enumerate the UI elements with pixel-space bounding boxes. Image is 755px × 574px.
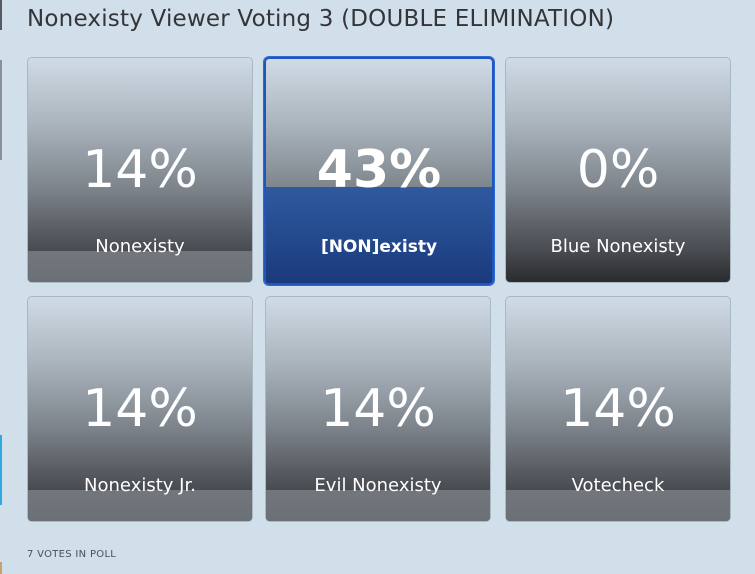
vote-percentage: 0% [576, 140, 660, 200]
poll-option-non-existy[interactable]: 43% [NON]existy [264, 57, 494, 285]
option-label: [NON]existy [320, 237, 438, 257]
vote-percentage: 14% [82, 379, 198, 439]
vote-count: 7 VOTES IN POLL [27, 549, 117, 560]
poll-option-blue-nonexisty[interactable]: 0% Blue Nonexisty [505, 57, 731, 283]
vote-share-bar [506, 489, 730, 521]
background-window-edge [0, 435, 2, 505]
option-label: Nonexisty Jr. [84, 475, 196, 496]
option-label: Evil Nonexisty [314, 475, 442, 496]
vote-share-bar [266, 186, 492, 283]
vote-percentage: 14% [320, 379, 436, 439]
poll-option-evil-nonexisty[interactable]: 14% Evil Nonexisty [265, 296, 491, 522]
poll-option-votecheck[interactable]: 14% Votecheck [505, 296, 731, 522]
vote-share-bar [28, 489, 252, 521]
background-window-edge [0, 0, 2, 30]
poll-title: Nonexisty Viewer Voting 3 (DOUBLE ELIMIN… [27, 6, 615, 32]
poll-option-nonexisty[interactable]: 14% Nonexisty [27, 57, 253, 283]
vote-share-bar [28, 250, 252, 282]
vote-percentage: 43% [316, 140, 442, 200]
background-window-edge [0, 60, 2, 160]
option-label: Votecheck [571, 475, 665, 496]
vote-percentage: 14% [82, 140, 198, 200]
option-label: Blue Nonexisty [550, 236, 686, 257]
vote-percentage: 14% [560, 379, 676, 439]
background-window-edge [0, 562, 2, 574]
poll-option-nonexisty-jr[interactable]: 14% Nonexisty Jr. [27, 296, 253, 522]
vote-share-bar [266, 489, 490, 521]
option-label: Nonexisty [95, 236, 185, 257]
